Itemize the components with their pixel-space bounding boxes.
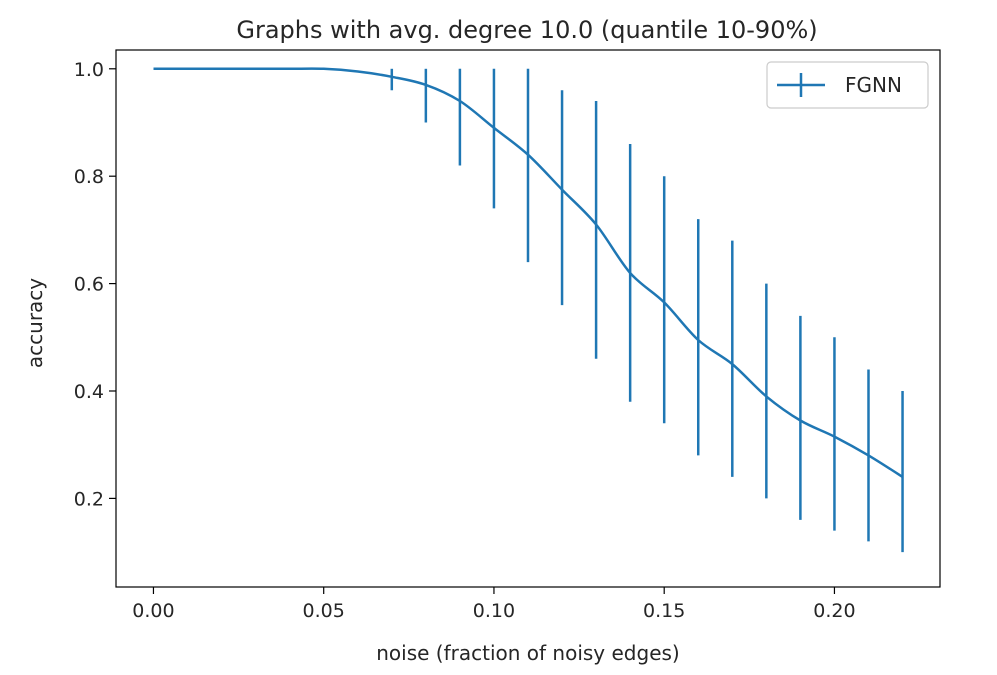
x-tick-label: 0.00: [132, 600, 174, 622]
legend-label-fgnn: FGNN: [845, 73, 902, 97]
y-tick-label: 0.8: [74, 166, 104, 188]
x-tick-label: 0.10: [473, 600, 515, 622]
y-tick-label: 0.2: [74, 488, 104, 510]
x-tick-label: 0.05: [303, 600, 345, 622]
legend: FGNN: [766, 61, 929, 109]
plot-frame: [115, 49, 941, 588]
y-axis: 0.2 0.4 0.6 0.8 1.0: [74, 59, 116, 510]
y-tick-label: 0.6: [74, 274, 104, 296]
legend-box: [766, 61, 929, 109]
y-tick-label: 1.0: [74, 59, 104, 81]
y-axis-label: accuracy: [23, 278, 47, 368]
y-tick-label: 0.4: [74, 381, 104, 403]
x-tick-label: 0.20: [813, 600, 855, 622]
series-line-fgnn: [153, 67, 904, 478]
chart-title: Graphs with avg. degree 10.0 (quantile 1…: [236, 16, 817, 44]
x-tick-label: 0.15: [643, 600, 685, 622]
x-axis-label: noise (fraction of noisy edges): [376, 641, 679, 665]
error-bars: [390, 68, 904, 553]
x-axis: 0.00 0.05 0.10 0.15 0.20: [132, 587, 856, 622]
